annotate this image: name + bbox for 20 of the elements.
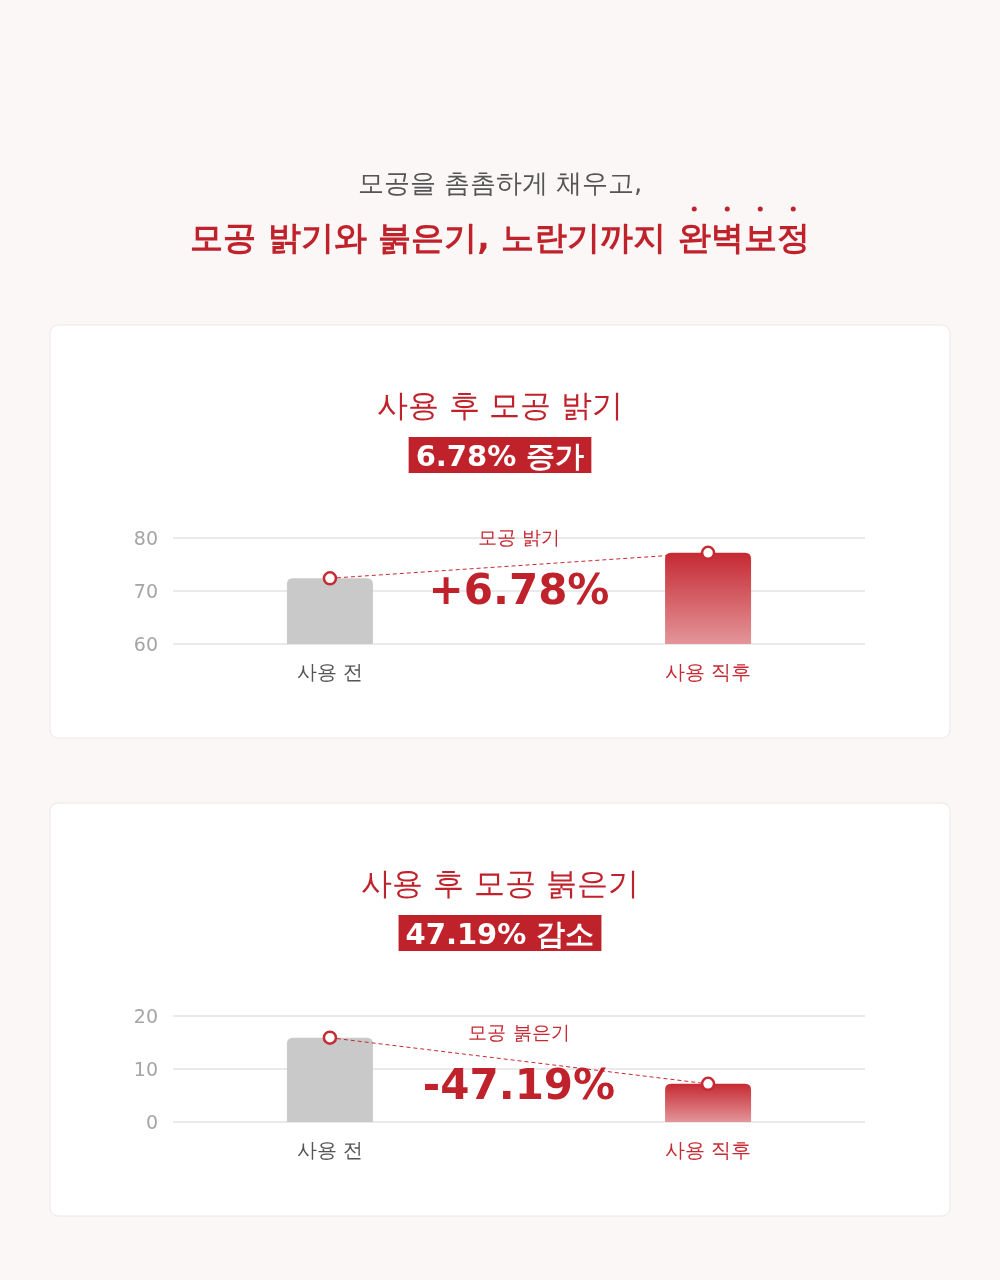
annotation: +6.78% (428, 564, 610, 614)
chart-subtitle: 47.19% 감소 (405, 917, 595, 951)
x-tick-label: 사용 전 (296, 660, 364, 684)
chart-subtitle: 6.78% 증가 (415, 439, 585, 473)
x-tick-label: 사용 직후 (664, 1138, 752, 1162)
x-tick-label: 사용 전 (296, 1138, 364, 1162)
series-label: 모공 붉은기 (468, 1020, 570, 1043)
y-tick-label: 80 (133, 527, 158, 549)
annotation: -47.19% (422, 1059, 616, 1109)
y-tick-label: 60 (133, 633, 158, 655)
y-tick-label: 70 (133, 580, 158, 602)
y-tick-label: 10 (133, 1058, 158, 1080)
x-tick-label: 사용 직후 (664, 660, 752, 684)
text: 모공을 촘촘하게 채우고, (357, 168, 643, 198)
text: 모공 밝기와 붉은기, 노란기까지 완벽보정 (190, 218, 810, 257)
y-tick-label: 0 (145, 1111, 158, 1133)
chart-title: 사용 후 모공 밝기 (376, 387, 624, 423)
y-tick-label: 20 (133, 1005, 158, 1027)
chart-title: 사용 후 모공 붉은기 (361, 865, 639, 901)
series-label: 모공 밝기 (477, 525, 561, 548)
